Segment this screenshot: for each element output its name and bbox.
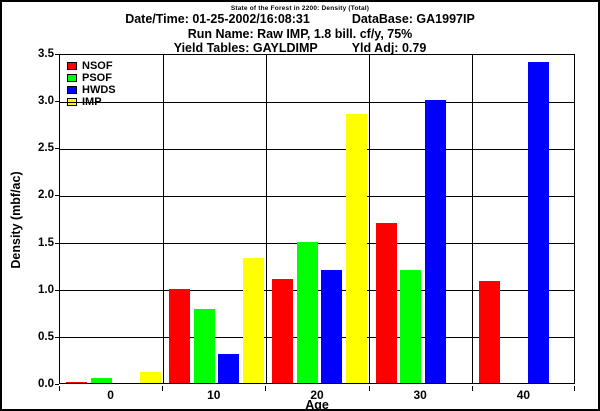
y-tick-label: 0.0 [38, 378, 54, 390]
legend-swatch-hwds [67, 86, 77, 94]
legend-item-psof: PSOF [67, 72, 116, 84]
header-line-datetime: Date/Time: 01-25-2002/16:08:31 DataBase: … [2, 12, 598, 27]
x-tick-mark [265, 386, 267, 391]
y-tick-label: 1.5 [38, 236, 54, 249]
legend-item-hwds: HWDS [67, 84, 116, 96]
x-tick-mark [471, 386, 473, 391]
legend-swatch-nsof [67, 62, 77, 70]
x-axis-title: Age [305, 398, 329, 411]
y-tick-label: 1.0 [38, 283, 54, 296]
bar-psof-age-0 [90, 378, 112, 383]
x-tick-mark [368, 386, 370, 391]
x-tick-mark [574, 386, 575, 391]
legend-label-nsof: NSOF [82, 59, 113, 72]
y-tick-mark [55, 336, 59, 338]
bar-psof-age-10 [193, 309, 215, 383]
x-tick-label: 20 [310, 388, 324, 402]
bar-psof-age-30 [400, 270, 422, 383]
bar-nsof-age-0 [66, 382, 87, 383]
y-tick-mark [55, 148, 59, 150]
y-tick-mark [55, 195, 59, 197]
gridline-vertical [162, 55, 164, 383]
y-tick-label: 0.5 [38, 330, 54, 343]
y-tick-label: 2.5 [38, 142, 54, 155]
yield-tables-text: Yield Tables: GAYLDIMP [173, 41, 318, 55]
bar-nsof-age-10 [169, 289, 191, 383]
bar-imp-age-20 [345, 114, 367, 383]
x-tick-label: 40 [516, 388, 531, 402]
database-text: DataBase: GA1997IP [351, 12, 475, 26]
chart-header: State of the Forest in 2200: Density (To… [2, 3, 598, 56]
x-tick-label: 0 [107, 388, 114, 402]
bar-psof-age-20 [296, 242, 318, 383]
bar-hwds-age-30 [424, 100, 446, 383]
x-tick-label: 30 [413, 388, 427, 402]
gridline-vertical [369, 55, 371, 383]
chart-title: State of the Forest in 2200: Density (To… [230, 5, 370, 12]
y-tick-label: 2.0 [38, 189, 54, 202]
gridline-horizontal [60, 148, 574, 150]
legend-label-hwds: HWDS [82, 83, 116, 96]
legend-item-nsof: NSOF [67, 60, 116, 72]
x-tick-mark [162, 386, 164, 391]
legend-label-imp: IMP [82, 95, 102, 108]
gridline-horizontal [60, 195, 574, 197]
x-tick-label: 10 [207, 388, 221, 402]
gridline-horizontal [60, 101, 574, 103]
bar-nsof-age-40 [478, 281, 500, 383]
y-tick-mark [55, 384, 59, 385]
y-axis-title: Density (mbf/ac) [9, 171, 23, 269]
bar-nsof-age-30 [375, 223, 397, 383]
bar-hwds-age-40 [527, 62, 549, 383]
x-tick-mark [59, 386, 60, 391]
gridline-vertical [472, 55, 474, 383]
datetime-text: Date/Time: 01-25-2002/16:08:31 [125, 12, 310, 26]
bar-imp-age-10 [242, 258, 264, 383]
y-tick-mark [55, 54, 59, 55]
y-tick-mark [55, 289, 59, 291]
y-tick-label: 3.0 [38, 95, 54, 108]
bar-nsof-age-20 [272, 279, 294, 383]
y-tick-label: 3.5 [38, 48, 54, 60]
plot-area: NSOF PSOF HWDS IMP [59, 54, 575, 384]
run-name-text: Run Name: Raw IMP, 1.8 bill. cf/y, 75% [187, 26, 413, 41]
legend-swatch-psof [67, 74, 77, 82]
bar-imp-age-0 [139, 372, 161, 383]
yld-adj-text: Yld Adj: 0.79 [351, 41, 427, 55]
bar-hwds-age-20 [321, 270, 343, 383]
header-line-runname: Run Name: Raw IMP, 1.8 bill. cf/y, 75% [2, 26, 598, 42]
y-tick-mark [55, 242, 59, 244]
legend-label-psof: PSOF [82, 71, 112, 84]
y-tick-mark [55, 101, 59, 103]
gridline-vertical [265, 55, 267, 383]
bar-hwds-age-10 [218, 354, 240, 383]
header-line-yield: Yield Tables: GAYLDIMP Yld Adj: 0.79 [2, 41, 598, 56]
